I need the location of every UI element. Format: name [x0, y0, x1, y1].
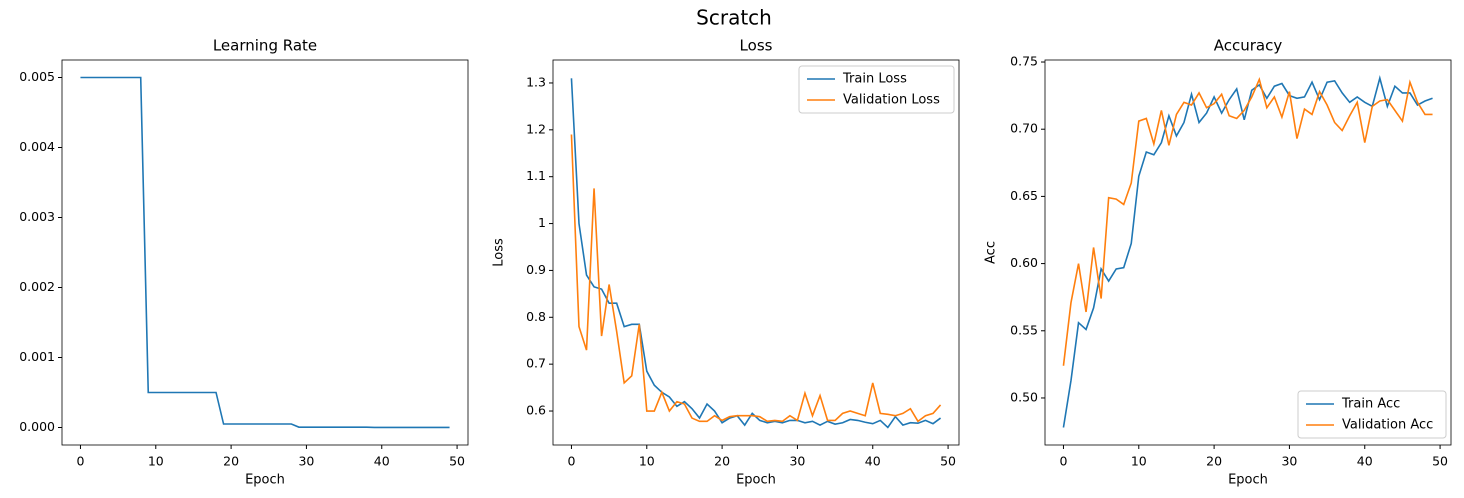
y-tick-label: 0.8: [526, 309, 546, 324]
data-line: [570, 134, 942, 423]
x-axis-label: Epoch: [245, 473, 285, 488]
plot-frame: [1044, 59, 1452, 446]
y-tick-label: 0.6: [526, 403, 546, 418]
y-tick-label: 0.55: [1010, 322, 1038, 337]
x-tick-label: 0: [76, 454, 84, 469]
x-axis-label: Epoch: [1228, 473, 1268, 488]
x-tick-label: 30: [298, 454, 314, 469]
chart-title: Loss: [740, 37, 773, 55]
x-tick-label: 10: [148, 454, 164, 469]
x-tick-label: 30: [789, 454, 805, 469]
x-tick-label: 50: [1432, 454, 1448, 469]
x-tick-label: 40: [374, 454, 390, 469]
y-tick-label: 0.000: [19, 419, 55, 434]
y-tick-label: 0.75: [1010, 54, 1038, 69]
y-tick-label: 1.2: [526, 121, 546, 136]
x-tick-label: 0: [1059, 454, 1067, 469]
y-tick-label: 0.60: [1010, 255, 1038, 270]
plot-frame: [552, 59, 960, 446]
chart-title: Accuracy: [1214, 37, 1283, 55]
y-tick-label: 0.70: [1010, 121, 1038, 136]
y-tick-label: 1.3: [526, 74, 546, 89]
x-tick-label: 10: [1131, 454, 1147, 469]
x-tick-label: 50: [449, 454, 465, 469]
y-tick-label: 0.005: [19, 69, 55, 84]
legend-label: Validation Loss: [843, 93, 940, 108]
x-tick-label: 40: [1357, 454, 1373, 469]
x-tick-label: 20: [714, 454, 730, 469]
y-axis-label: Loss: [492, 238, 507, 267]
y-tick-label: 0.004: [19, 139, 55, 154]
y-tick-label: 0.001: [19, 349, 55, 364]
y-tick-label: 0.002: [19, 279, 55, 294]
legend-box: [1297, 390, 1447, 439]
data-line: [1062, 75, 1433, 428]
x-axis-label: Epoch: [736, 473, 776, 488]
x-tick-label: 50: [940, 454, 956, 469]
plot-frame: [61, 59, 469, 446]
y-tick-label: 0.9: [526, 262, 546, 277]
data-line: [570, 78, 942, 429]
x-tick-label: 20: [1206, 454, 1222, 469]
x-tick-label: 20: [223, 454, 239, 469]
chart-title: Learning Rate: [213, 37, 317, 55]
y-tick-label: 0.7: [526, 356, 546, 371]
legend-label: Train Loss: [842, 72, 907, 87]
legend-label: Train Acc: [1341, 397, 1400, 412]
figure-title: Scratch: [696, 6, 772, 30]
legend-label: Validation Acc: [1342, 418, 1433, 433]
y-tick-label: 1: [538, 215, 546, 230]
y-tick-label: 0.50: [1010, 389, 1038, 404]
x-tick-label: 0: [567, 454, 575, 469]
y-axis-label: Acc: [984, 241, 999, 264]
y-tick-label: 0.003: [19, 209, 55, 224]
legend-box: [798, 65, 955, 114]
x-tick-label: 30: [1281, 454, 1297, 469]
data-line: [1062, 77, 1433, 366]
data-line: [80, 76, 450, 429]
y-tick-label: 1.1: [526, 168, 546, 183]
x-tick-label: 40: [865, 454, 881, 469]
y-tick-label: 0.65: [1010, 188, 1038, 203]
x-tick-label: 10: [639, 454, 655, 469]
